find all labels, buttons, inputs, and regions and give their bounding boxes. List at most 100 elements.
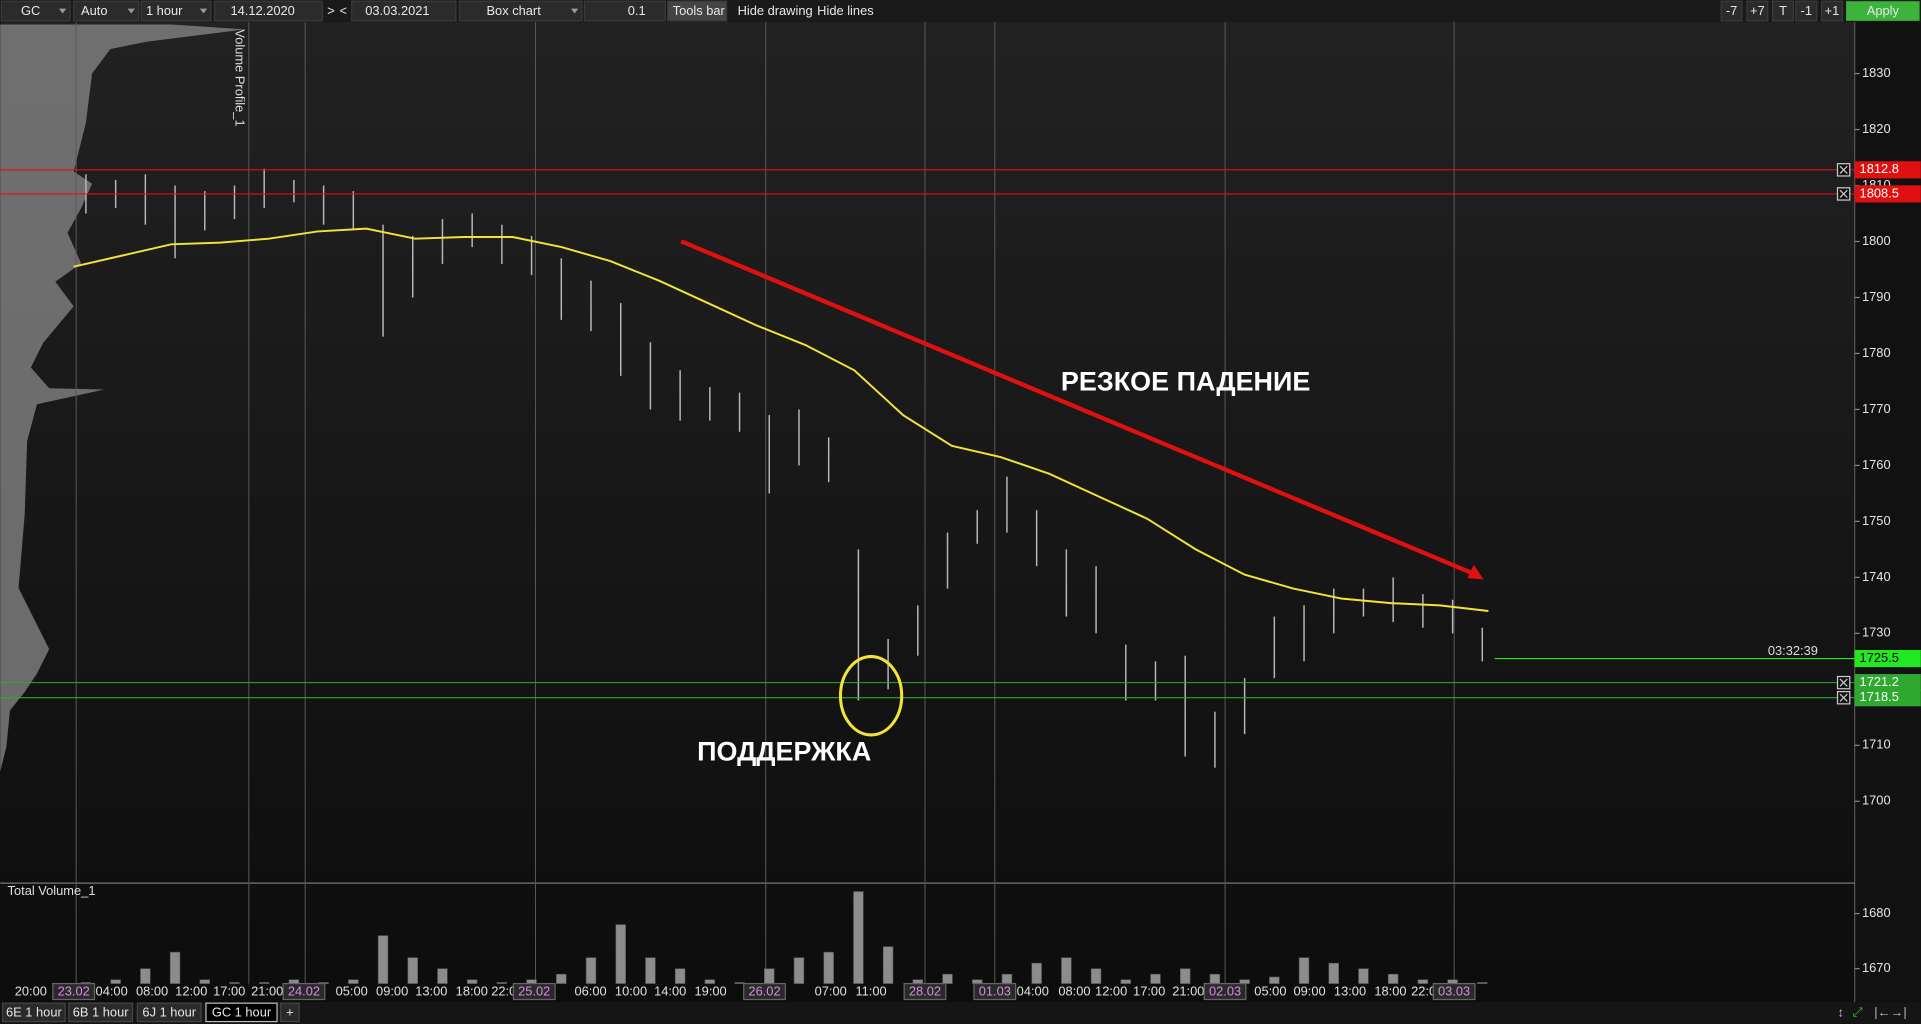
next-button[interactable]: > [327, 3, 335, 18]
date-from[interactable] [213, 0, 323, 22]
chart-type-select[interactable] [458, 0, 583, 22]
hide-lines-button[interactable]: Hide lines [817, 3, 873, 18]
arrow [570, 8, 579, 14]
date-to-text: 03.03.2021 [365, 3, 429, 18]
x-tick-label: 12:00 [175, 984, 207, 999]
tools-bar-button[interactable] [667, 0, 728, 22]
tab[interactable] [205, 1002, 278, 1023]
shift-button[interactable] [1820, 0, 1844, 22]
scale-select[interactable] [73, 0, 140, 22]
date-marker-bg [1432, 982, 1476, 1001]
scroll-icon[interactable]: |←→| [1874, 1004, 1906, 1019]
date-label: 28.02 [909, 984, 941, 999]
timeframe: 1 hour [146, 3, 183, 18]
shift-button[interactable] [1795, 0, 1818, 22]
arrow-head [1467, 564, 1484, 580]
shift-button[interactable] [1771, 0, 1795, 22]
volume-bar [229, 982, 240, 984]
resize-icon[interactable]: ↕ [1838, 1004, 1844, 1019]
y-tick-label: 1790 [1862, 289, 1891, 304]
level-label-bg [1854, 185, 1921, 203]
volume-bar [466, 979, 478, 984]
arrow [58, 8, 67, 14]
volume-bar [1120, 979, 1131, 984]
tab[interactable] [2, 1002, 66, 1023]
date-label: 03.03 [1438, 984, 1470, 999]
y-tick-label: 1820 [1862, 121, 1891, 136]
tick-size-input[interactable] [583, 0, 666, 22]
shift-button-text: +1 [1825, 3, 1840, 18]
hide-drawing-button[interactable]: Hide drawing [738, 3, 813, 18]
date-label: 26.02 [748, 984, 780, 999]
y-tick-label: 1800 [1862, 233, 1891, 248]
shift-button-text: -1 [1801, 3, 1812, 18]
x-tick-label: 08:00 [1058, 984, 1090, 999]
timeframe-select[interactable] [140, 0, 212, 22]
volume-bar [1298, 957, 1310, 984]
volume-bar [258, 982, 270, 984]
tab-label: 6E 1 hour [6, 1004, 62, 1019]
volume-bar [556, 973, 567, 984]
level-remove-x [1839, 165, 1848, 174]
add-tab-label: + [286, 1004, 294, 1019]
level-label: 1808.5 [1860, 185, 1899, 200]
annotation: ПОДДЕРЖКА [697, 736, 871, 766]
date-marker-bg [1203, 982, 1247, 1001]
shift-button[interactable] [1746, 0, 1769, 22]
date-to[interactable] [351, 0, 457, 22]
level-label-bg [1854, 161, 1921, 179]
x-tick-label: 20:00 [15, 984, 47, 999]
add-tab[interactable] [280, 1002, 300, 1023]
fit-icon[interactable]: ⤢ [1852, 1004, 1862, 1019]
x-tick-label: 13:00 [415, 984, 447, 999]
apply-button[interactable] [1846, 1, 1920, 21]
date-marker-bg [973, 982, 1017, 1001]
volume-bar [407, 957, 418, 984]
volume-bar [1150, 973, 1161, 984]
tab[interactable] [136, 1002, 202, 1023]
support-circle [838, 655, 904, 737]
x-tick-label: 17:00 [213, 984, 245, 999]
y-tick-label: 1670 [1862, 960, 1891, 975]
y-tick-label: 1730 [1862, 625, 1891, 640]
volume-bar [882, 946, 894, 984]
x-tick-label: 13:00 [1334, 984, 1366, 999]
annotation: РЕЗКОЕ ПАДЕНИЕ [1061, 366, 1310, 396]
volume-bar [110, 979, 121, 984]
level-label: 1721.2 [1860, 674, 1899, 689]
volume-bar [377, 935, 389, 984]
current-price-bg [1854, 649, 1921, 668]
shift-button-text: +7 [1750, 3, 1765, 18]
x-tick-label: 10:00 [615, 984, 647, 999]
tab[interactable] [68, 1002, 134, 1023]
grid [75, 22, 1455, 984]
x-tick-label: 05:00 [336, 984, 368, 999]
volume-bar [1328, 962, 1339, 984]
date-label: 24.02 [288, 984, 320, 999]
symbol-select[interactable] [0, 0, 71, 22]
volume-bar [140, 968, 151, 984]
x-tick-label: 12:00 [1095, 984, 1127, 999]
y-tick-label: 1780 [1862, 345, 1891, 360]
shift-button-text: T [1779, 3, 1787, 18]
x-tick-label: 05:00 [1254, 984, 1286, 999]
prev-button[interactable]: < [339, 3, 347, 18]
date-from-text: 14.12.2020 [230, 3, 294, 18]
shift-button[interactable] [1720, 0, 1743, 22]
volume-bar [1417, 979, 1429, 984]
volume-bar [1179, 968, 1191, 984]
date-marker-bg [52, 982, 96, 1001]
x-tick-label: 18:00 [1374, 984, 1406, 999]
volume-bar [1001, 973, 1013, 984]
level-label: 1812.8 [1860, 161, 1899, 176]
x-tick-label: 04:00 [96, 984, 128, 999]
volume-bar [823, 951, 834, 984]
volume-bar [1387, 973, 1399, 984]
volume-bar [764, 968, 775, 984]
y-tick-label: 1770 [1862, 401, 1891, 416]
volume-bar [1061, 957, 1072, 984]
x-tick-label: 07:00 [815, 984, 847, 999]
volume-profile [0, 24, 246, 772]
